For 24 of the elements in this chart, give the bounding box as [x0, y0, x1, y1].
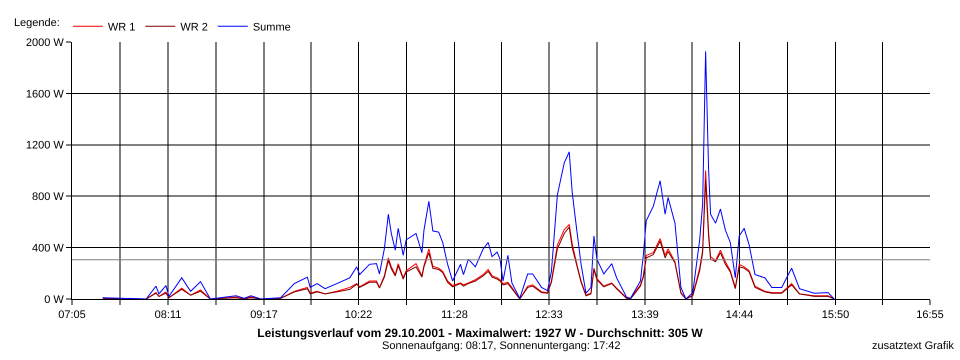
x-tick-label: 08:11	[154, 309, 182, 322]
legend-label: WR 2	[180, 22, 208, 34]
x-tick-label: 10:22	[344, 309, 372, 322]
x-tick-label: 11:28	[441, 309, 468, 322]
x-tick-label: 16:55	[916, 309, 944, 322]
y-tick-label: 1200 W	[26, 140, 64, 152]
text: zusatztext Grafik	[872, 340, 954, 352]
text: Leistungsverlauf vom 29.10.2001 - Maximalwert: 1927 W - Durchschnitt: 305 W	[257, 326, 704, 340]
y-tick-label: 1600 W	[26, 88, 64, 100]
y-tick-label: 400 W	[32, 242, 64, 254]
x-tick-label: 15:50	[822, 309, 850, 322]
legend-label: Summe	[252, 22, 291, 34]
line-series	[102, 50, 835, 299]
y-tick-label: 0 W	[44, 294, 64, 306]
y-tick-label: 800 W	[32, 191, 64, 204]
x-tick-label: 07:05	[58, 309, 86, 322]
x-tick-label: 14:44	[726, 309, 754, 322]
legend-title: Legende:	[14, 17, 60, 30]
text: Sonnenaufgang: 08:17, Sonnenuntergang: 17:42	[382, 340, 621, 352]
legend-label: WR 1	[108, 22, 136, 34]
x-tick-label: 12:33	[535, 309, 563, 322]
y-tick-label: 2000 W	[26, 36, 64, 49]
x-tick-label: 13:39	[631, 309, 659, 322]
x-tick-label: 09:17	[250, 309, 278, 322]
